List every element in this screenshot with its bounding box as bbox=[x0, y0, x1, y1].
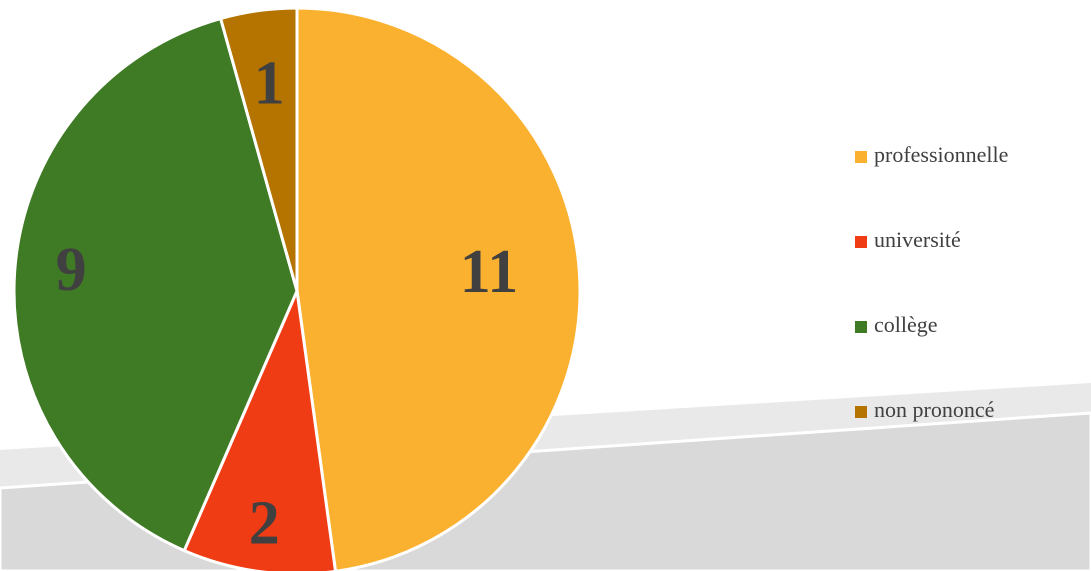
legend-label: non prononcé bbox=[874, 397, 994, 422]
data-label: 11 bbox=[460, 238, 519, 306]
legend-swatch bbox=[855, 151, 867, 163]
legend-swatch bbox=[855, 406, 867, 418]
pie-slice bbox=[182, 285, 337, 571]
legend-swatch bbox=[855, 321, 867, 333]
legend: professionnelle université collège non pron… bbox=[855, 142, 1008, 422]
pie-slice bbox=[218, 6, 299, 292]
legend-label: collège bbox=[874, 312, 938, 337]
legend-label: université bbox=[874, 227, 961, 252]
legend-swatch bbox=[855, 236, 867, 248]
data-label: 9 bbox=[56, 236, 87, 304]
data-label: 2 bbox=[249, 490, 280, 558]
pie-slice bbox=[12, 16, 299, 553]
legend-label: professionnelle bbox=[874, 142, 1008, 167]
pie: 11 2 9 1 bbox=[12, 6, 582, 571]
data-label: 1 bbox=[254, 49, 285, 117]
pie-slice bbox=[295, 6, 582, 571]
